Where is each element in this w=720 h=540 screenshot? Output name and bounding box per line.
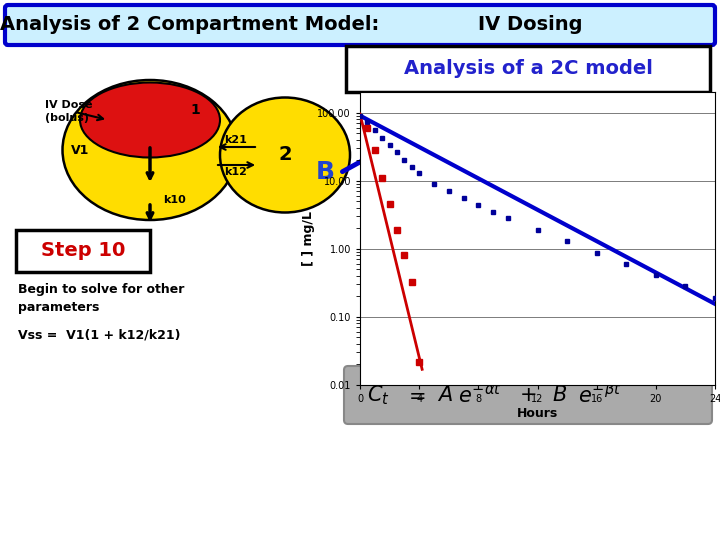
X-axis label: Hours: Hours: [517, 407, 558, 420]
Text: Analysis of 2 Compartment Model:: Analysis of 2 Compartment Model:: [1, 16, 379, 35]
Text: k12: k12: [225, 167, 248, 177]
Text: $C_t$: $C_t$: [366, 383, 390, 407]
Text: 2: 2: [278, 145, 292, 165]
FancyBboxPatch shape: [344, 366, 712, 424]
Text: Vss =  V1(1 + k12/k21): Vss = V1(1 + k12/k21): [18, 328, 181, 341]
Text: $e^{-\alpha t}$: $e^{-\alpha t}$: [458, 382, 502, 408]
Text: $A$: $A$: [437, 385, 453, 405]
Ellipse shape: [220, 98, 350, 213]
Text: IV Dosing: IV Dosing: [478, 16, 582, 35]
Text: A: A: [655, 123, 675, 147]
Text: V1: V1: [71, 144, 89, 157]
Ellipse shape: [80, 83, 220, 158]
Text: IV Dose: IV Dose: [45, 100, 92, 110]
Text: Analysis of a 2C model: Analysis of a 2C model: [404, 59, 652, 78]
Text: $=$: $=$: [404, 385, 426, 405]
FancyBboxPatch shape: [346, 46, 710, 92]
Text: Step 10: Step 10: [41, 241, 125, 260]
Text: 1: 1: [190, 103, 200, 117]
Text: B: B: [315, 160, 335, 184]
Text: $B$: $B$: [552, 385, 567, 405]
Y-axis label: [ ] mg/L: [ ] mg/L: [302, 211, 315, 266]
FancyBboxPatch shape: [5, 5, 715, 45]
Ellipse shape: [63, 80, 238, 220]
Text: parameters: parameters: [18, 300, 99, 314]
Text: Begin to solve for other: Begin to solve for other: [18, 284, 184, 296]
Text: $+$: $+$: [519, 385, 536, 405]
Text: $e^{-\beta t}$: $e^{-\beta t}$: [578, 382, 622, 408]
Text: k10: k10: [163, 195, 186, 205]
Text: k21: k21: [225, 135, 248, 145]
Text: (bolus): (bolus): [45, 113, 89, 123]
FancyBboxPatch shape: [16, 230, 150, 272]
